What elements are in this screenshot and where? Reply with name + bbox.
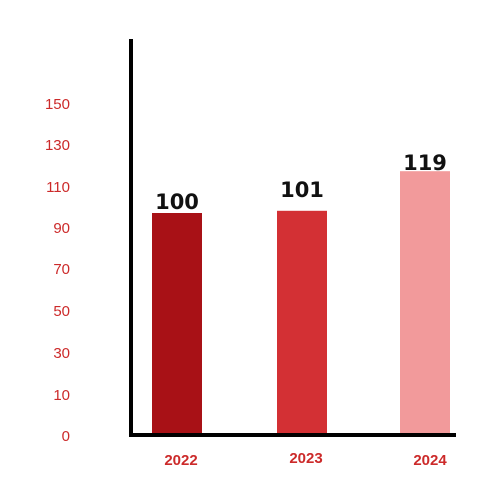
y-tick-label: 150 xyxy=(45,96,70,113)
y-tick-label: 50 xyxy=(53,303,70,320)
x-tick-label: 2024 xyxy=(413,452,447,469)
y-tick-label: 0 xyxy=(62,428,70,445)
data-labels: 100 101 119 xyxy=(155,151,447,214)
data-label: 101 xyxy=(280,178,324,202)
data-label: 100 xyxy=(155,190,199,214)
data-label: 119 xyxy=(403,151,447,175)
y-tick-label: 90 xyxy=(53,220,70,237)
bars xyxy=(152,171,450,433)
bar-2023 xyxy=(277,210,327,433)
bar-2022 xyxy=(152,213,202,433)
y-tick-label: 110 xyxy=(46,179,70,196)
y-tick-label: 130 xyxy=(45,137,70,154)
x-axis-ticks: 2022 2023 2024 xyxy=(164,450,447,469)
x-tick-label: 2022 xyxy=(164,452,197,469)
x-tick-label: 2023 xyxy=(289,450,322,467)
bar-2024 xyxy=(400,171,450,433)
y-axis-ticks: 0 10 30 50 70 90 110 130 150 xyxy=(45,96,70,445)
y-tick-label: 70 xyxy=(53,261,70,278)
y-tick-label: 30 xyxy=(53,345,70,362)
y-tick-label: 10 xyxy=(53,387,70,404)
